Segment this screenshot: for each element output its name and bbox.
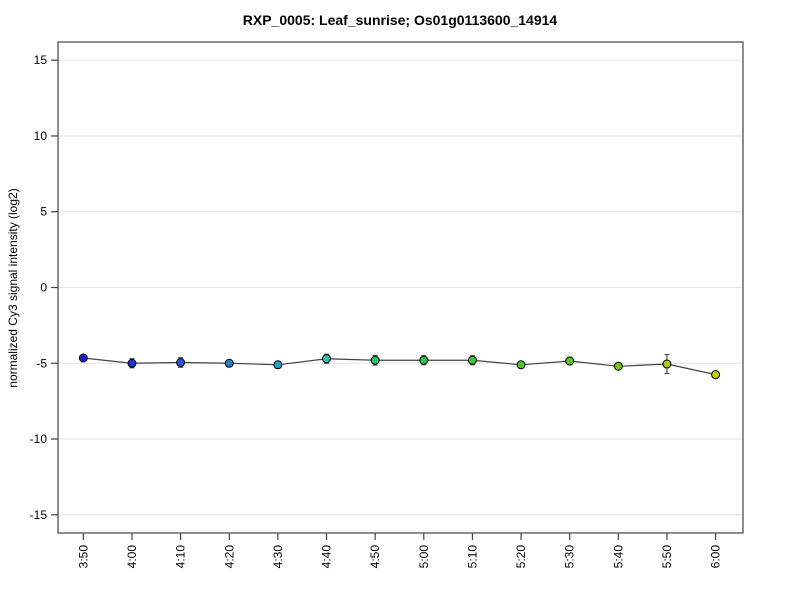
x-tick-label: 4:40 <box>320 545 334 569</box>
data-point-5:10 <box>467 355 477 365</box>
x-tick-label: 5:00 <box>417 545 431 569</box>
x-tick-label: 6:00 <box>709 545 723 569</box>
y-tick-label: 5 <box>40 205 47 219</box>
data-point-5:20 <box>516 360 526 370</box>
y-tick-label: -15 <box>30 508 48 522</box>
data-point-5:30 <box>565 356 575 366</box>
data-point-5:40 <box>613 361 623 371</box>
x-tick-label: 4:30 <box>271 545 285 569</box>
x-tick-label: 4:20 <box>222 545 236 569</box>
y-tick-label: 10 <box>34 129 48 143</box>
data-point-4:30 <box>273 360 283 370</box>
y-tick-label: -10 <box>30 432 48 446</box>
y-tick-label: -5 <box>36 356 47 370</box>
x-tick-label: 5:50 <box>660 545 674 569</box>
data-point-6:00 <box>711 370 721 380</box>
chart-title: RXP_0005: Leaf_sunrise; Os01g0113600_149… <box>242 12 558 28</box>
x-tick-label: 5:20 <box>514 545 528 569</box>
data-point-5:50 <box>662 359 672 369</box>
x-tick-label: 4:50 <box>368 545 382 569</box>
x-tick-label: 4:00 <box>125 545 139 569</box>
x-tick-label: 4:10 <box>174 545 188 569</box>
x-tick-label: 5:30 <box>563 545 577 569</box>
data-point-4:40 <box>322 354 332 364</box>
data-point-3:50 <box>78 353 88 363</box>
data-point-4:20 <box>224 358 234 368</box>
x-tick-label: 5:40 <box>611 545 625 569</box>
data-point-4:10 <box>176 358 186 368</box>
series-line <box>83 357 716 376</box>
x-tick-label: 5:10 <box>465 545 479 569</box>
y-tick-label: 0 <box>40 281 47 295</box>
data-point-4:00 <box>127 358 137 368</box>
x-tick-label: 3:50 <box>76 545 90 569</box>
data-point-5:00 <box>419 355 429 365</box>
y-tick-label: 15 <box>34 53 48 67</box>
data-point-4:50 <box>370 355 380 365</box>
